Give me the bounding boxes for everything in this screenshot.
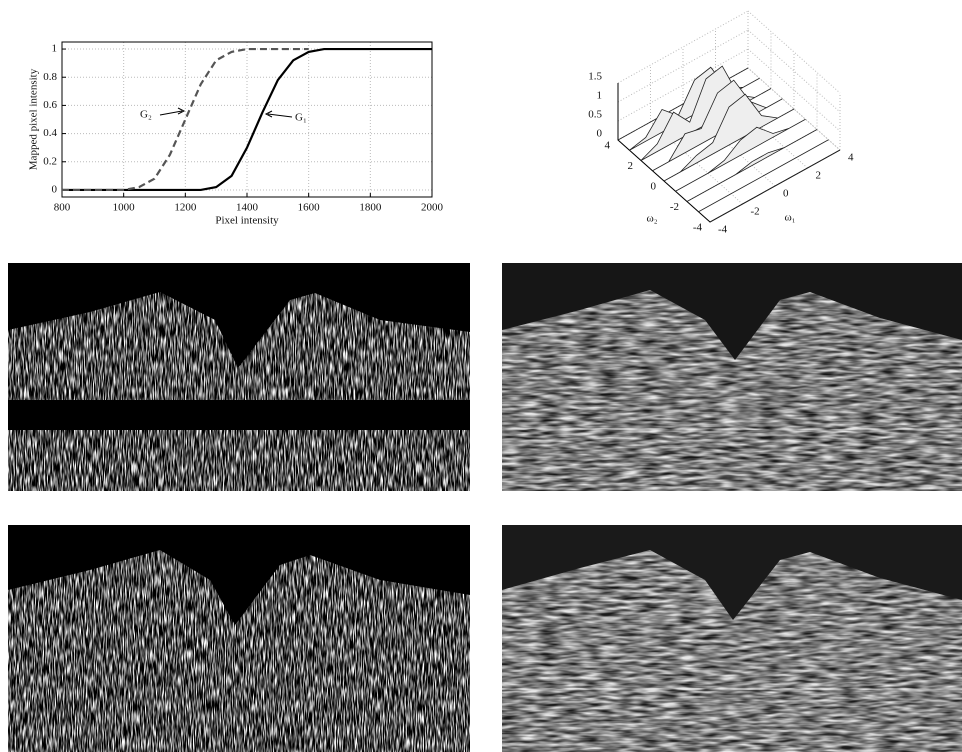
y-axis-label: Mapped pixel intensity — [28, 68, 40, 170]
x-tick-label: 1800 — [359, 202, 382, 214]
y-tick-label: 0 — [651, 181, 657, 193]
plot-frame — [62, 42, 432, 197]
y-tick-label: 1 — [52, 43, 58, 55]
z-tick-label: 1.5 — [588, 71, 602, 83]
y-tick-label: 0.4 — [43, 127, 57, 139]
y-tick-label: 0.8 — [43, 71, 57, 83]
series-label: G₂ — [140, 109, 152, 121]
z-tick-label: 0.5 — [588, 109, 602, 121]
y-tick-label: 0 — [52, 183, 58, 195]
x-tick-label: 2 — [816, 170, 822, 182]
x-tick-label: -2 — [751, 206, 760, 218]
series-label: G₁ — [295, 112, 307, 124]
x-tick-label: -4 — [718, 224, 728, 236]
x-axis-label: Pixel intensity — [215, 215, 279, 227]
z-tick-label: 1 — [597, 90, 603, 102]
y-tick-label: 2 — [628, 160, 634, 172]
y-tick-label: -4 — [693, 222, 703, 234]
x-tick-label: 1200 — [174, 202, 197, 214]
y-tick-label: -2 — [670, 201, 679, 213]
oct-image-raw — [8, 263, 470, 491]
x-tick-label: 1400 — [236, 202, 259, 214]
x-tick-label: 4 — [848, 152, 854, 164]
oct-image-mapped — [8, 525, 470, 752]
y-tick-label: 4 — [605, 140, 611, 152]
x-tick-label: 0 — [783, 188, 789, 200]
oct-image-filtered — [502, 263, 962, 491]
oct-image-enhanced — [502, 525, 962, 752]
x-tick-label: 1600 — [298, 202, 321, 214]
x-tick-label: 2000 — [421, 202, 444, 214]
y-tick-label: 0.6 — [43, 99, 57, 111]
x-tick-label: 1000 — [113, 202, 136, 214]
y-tick-label: 0.2 — [43, 155, 57, 167]
z-tick-label: 0 — [597, 128, 603, 140]
x-tick-label: 800 — [54, 202, 71, 214]
figure: 80010001200140016001800200000.20.40.60.8… — [0, 0, 962, 752]
x-axis-label: ω₁ — [784, 212, 795, 224]
y-axis-label: ω₂ — [646, 213, 657, 225]
annotation-arrows — [160, 108, 292, 117]
